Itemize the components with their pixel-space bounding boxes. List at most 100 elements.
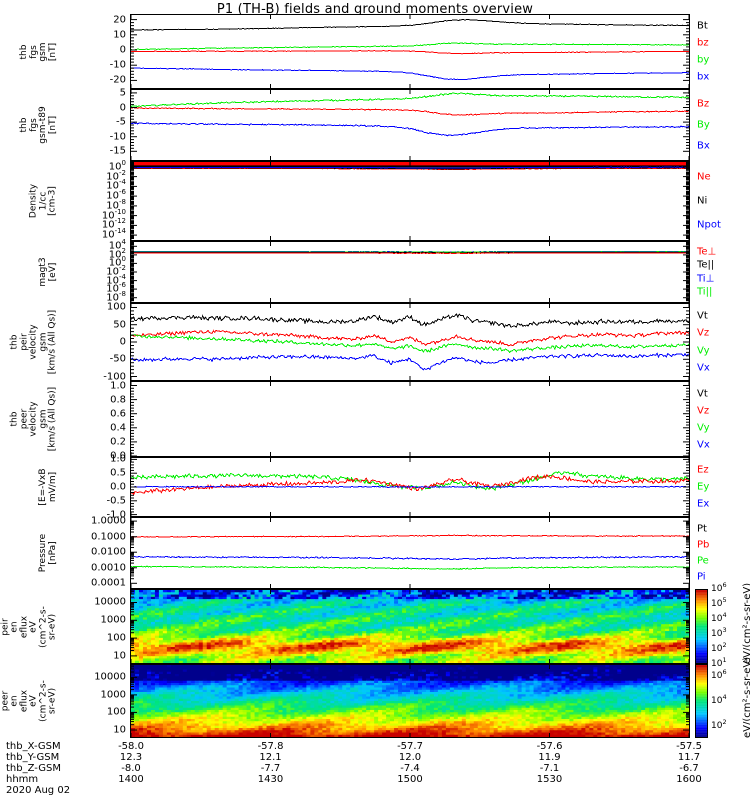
y-tick-label: 10-6: [106, 281, 126, 295]
y-tick-label: 102: [108, 247, 126, 261]
colorbar-title: eV/(cm²-s-sr-eV): [742, 582, 750, 664]
y-tick-label: 100: [108, 159, 126, 173]
y-tick-label: -15: [109, 145, 126, 157]
legend-label-Ez: Ez: [697, 464, 709, 476]
y-axis-title-line: sr-eV): [47, 687, 58, 715]
y-tick-label: -100: [103, 371, 126, 383]
legend-label-Vt: Vt: [697, 388, 708, 399]
legend-label-Ne: Ne: [697, 171, 711, 183]
legend-label-Vy: Vy: [697, 345, 710, 357]
y-tick-label: 10000: [94, 596, 126, 608]
legend-label-Vx: Vx: [697, 439, 710, 450]
y-tick-label: 1.0: [110, 453, 126, 465]
colorbar-tick-label: 104: [711, 611, 727, 624]
y-tick-label: 0.2: [110, 436, 126, 448]
y-tick-label: 5: [119, 87, 126, 99]
x-axis-tick-value: -57.6: [536, 741, 563, 752]
y-tick-label: -50: [109, 353, 126, 365]
y-tick-label: 10000: [94, 671, 126, 683]
y-axis-title-magt3: magt3 [eV]: [38, 241, 58, 303]
legend-label-Pt: Pt: [697, 523, 707, 535]
y-tick-label: 10-8: [106, 289, 126, 304]
legend-label-Bx: Bx: [697, 140, 710, 152]
x-axis-tick-value: 1400: [118, 774, 144, 785]
legend-label-Bz: Bz: [697, 98, 710, 110]
colorbar-tick-label: 105: [711, 596, 727, 609]
x-axis-tick-value: -8.0: [121, 763, 141, 774]
x-axis-tick-value: -57.8: [257, 741, 284, 752]
y-tick-label: 0: [119, 102, 126, 113]
y-tick-label: -20: [109, 74, 126, 86]
y-tick-label: 10-2: [106, 264, 126, 278]
legend-label-Te: Te⊥: [697, 246, 717, 258]
y-axis-title-line: [eV]: [47, 262, 58, 282]
panel-pressure: [130, 517, 690, 589]
x-axis-tick-value: -57.5: [676, 741, 702, 752]
y-axis-title-density: Density 1/cc [cm-3]: [29, 161, 59, 241]
legend-label-By: By: [697, 119, 710, 131]
panel-peir-spectrogram: [130, 589, 690, 664]
y-tick-label: 0.4: [110, 422, 126, 434]
y-tick-label: 1000: [100, 614, 126, 626]
legend-label-Ti: Ti||: [697, 286, 713, 298]
y-tick-label: 10: [113, 29, 126, 41]
x-axis-tick-value: 12.3: [119, 752, 143, 763]
y-axis-title-efield: [E=-VxB mV/m]: [38, 457, 58, 517]
x-axis-tick-value: 1430: [257, 774, 284, 785]
y-tick-label: 20: [113, 14, 126, 26]
y-tick-label: -1.0: [106, 509, 126, 521]
y-tick-label: -0.5: [106, 495, 126, 507]
legend-label-Vz: Vz: [697, 327, 710, 339]
colorbar-tick-label: 106: [711, 581, 727, 594]
y-tick-label: 10: [113, 724, 126, 736]
legend-label-Ti: Ti⊥: [697, 273, 715, 285]
peir-colorbar: [695, 589, 708, 664]
x-axis-tick-value: 12.1: [259, 752, 282, 763]
y-axis-title-line: [km/s (All Qs)]: [47, 309, 58, 375]
y-tick-label: 0.5: [110, 467, 126, 479]
x-axis-tick-value: 12.0: [398, 752, 422, 763]
y-tick-label: 10-4: [106, 178, 126, 192]
colorbar-tick-label: 103: [711, 626, 727, 639]
y-axis-title-line: [nT]: [47, 115, 58, 135]
y-tick-label: 10-2: [106, 168, 126, 183]
legend-label-Pe: Pe: [697, 555, 709, 567]
colorbar-title: eV/(cm²-s-sr-eV): [742, 656, 750, 738]
legend-label-Bt: Bt: [697, 20, 708, 32]
panel-peer-velocity: [130, 381, 690, 457]
y-axis-title-pressure: Pressure [nPa]: [38, 517, 58, 589]
y-tick-label: 0.6: [110, 408, 126, 420]
y-tick-label: 100: [106, 301, 126, 313]
y-axis-title-peer-velocity: thb peer velocity gsm [km/s (All Qs)]: [10, 381, 59, 457]
colorbar-tick-label: 102: [711, 717, 727, 731]
y-tick-label: 10: [113, 650, 126, 662]
y-axis-title-peir-velocity: thb peir velocity gsm [km/s (All Qs)]: [10, 303, 59, 381]
legend-label-Ni: Ni: [697, 195, 708, 207]
x-axis-tick-value: -6.7: [679, 763, 699, 774]
colorbar-tick-label: 104: [711, 693, 727, 706]
y-axis-title-peer-spectrogram: thbpeerenefluxeV(cm^2-s-sr-eV): [0, 664, 58, 738]
y-tick-label: 0.0100: [91, 546, 126, 558]
x-axis-tick-value: -7.1: [539, 763, 560, 774]
y-tick-label: 0.1000: [91, 531, 126, 543]
panel-efield: [130, 457, 690, 517]
y-tick-label: 1.0: [110, 380, 126, 392]
legend-label-bx: bx: [697, 71, 710, 83]
x-axis-tick-value: -57.7: [397, 741, 423, 752]
x-axis-tick-value: 11.9: [538, 752, 561, 763]
y-tick-label: -5: [116, 116, 126, 128]
panel-peer-spectrogram: [130, 664, 690, 738]
legend-label-Vt: Vt: [697, 310, 708, 322]
panel-density: [130, 161, 690, 241]
legend-label-Ey: Ey: [697, 481, 710, 493]
colorbar-tick-label: 101: [711, 656, 727, 669]
x-axis-tick-value: -7.4: [400, 763, 420, 774]
panel-magt3: [130, 241, 690, 303]
y-tick-label: 0: [119, 336, 126, 348]
legend-label-Te: Te||: [697, 259, 715, 271]
panel-fgs-gsm-t89: [130, 89, 690, 161]
panel-peir-velocity: [130, 303, 690, 381]
y-tick-label: 50: [113, 319, 126, 331]
y-tick-label: 0: [119, 44, 126, 56]
